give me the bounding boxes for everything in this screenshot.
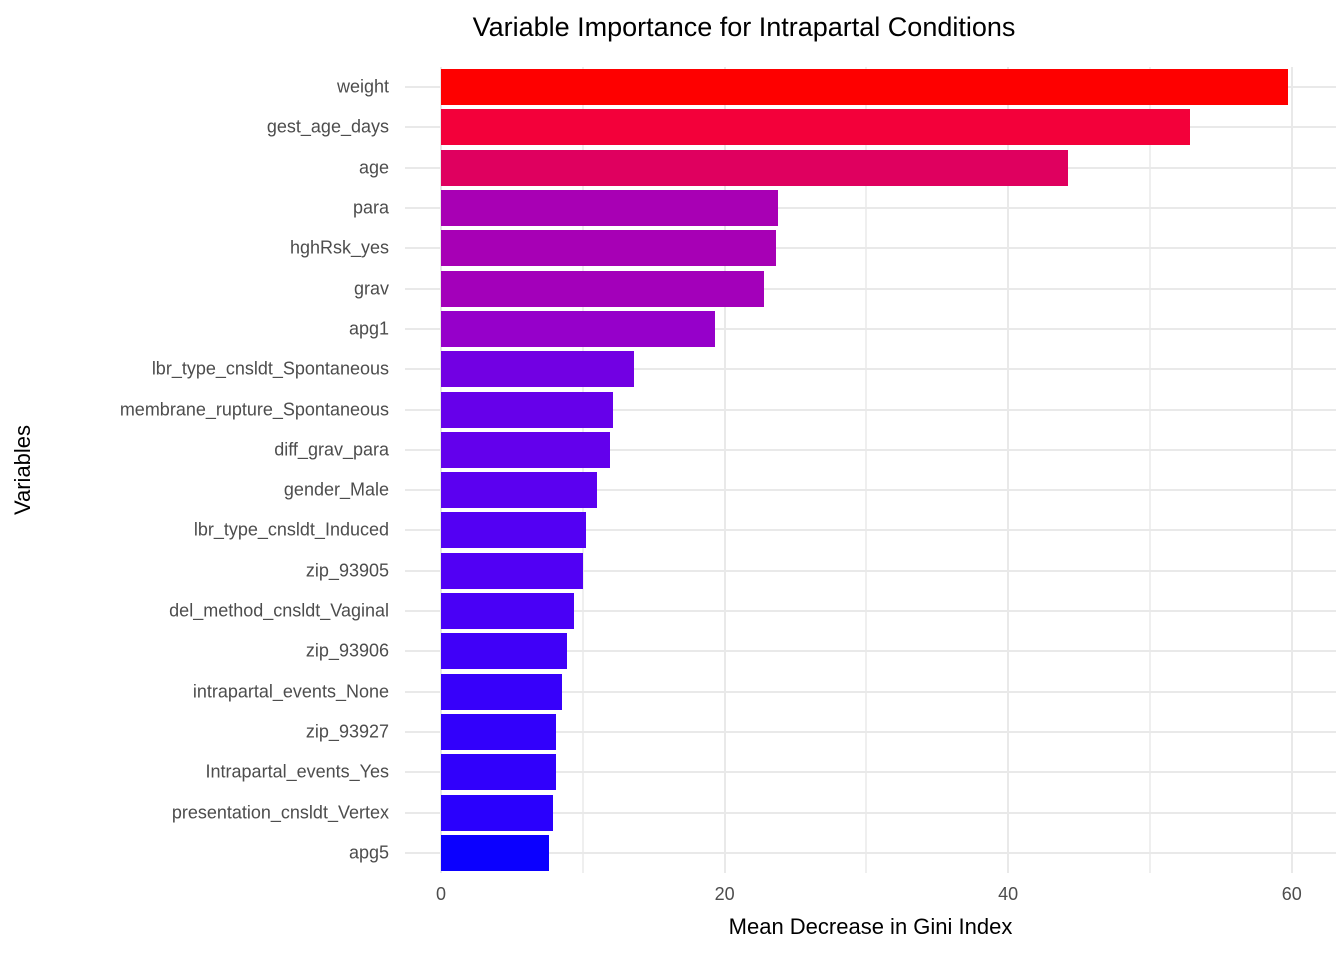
y-axis-title: Variables [10, 424, 35, 516]
y-axis-label: gender_Male [283, 479, 389, 500]
x-tick-label: 60 [1281, 884, 1302, 904]
y-axis-label: hghRsk_yes [289, 237, 389, 258]
row-gridline [405, 408, 1336, 411]
y-axis-label: zip_93927 [305, 721, 389, 742]
major-gridline [440, 67, 442, 873]
bar [441, 230, 776, 267]
bar [441, 351, 634, 388]
major-gridline [1007, 67, 1010, 873]
row-gridline [405, 771, 1336, 774]
minor-gridline [581, 67, 584, 873]
chart-title: Variable Importance for Intrapartal Cond… [472, 12, 1016, 42]
bar [441, 552, 583, 589]
bar [441, 431, 610, 468]
bar [441, 713, 556, 750]
y-axis-label: gest_age_days [266, 116, 389, 137]
x-tick-label: 40 [998, 884, 1019, 904]
row-gridline [405, 207, 1336, 210]
bar [441, 472, 597, 509]
y-axis-label: age [358, 157, 389, 178]
y-axis-label: weight [336, 76, 389, 97]
row-gridline [405, 811, 1336, 814]
y-axis-label: membrane_rupture_Spontaneous [119, 399, 389, 420]
bar [441, 149, 1068, 186]
bar [441, 391, 613, 428]
bar [441, 512, 586, 549]
row-gridline [405, 690, 1336, 693]
bar [441, 310, 715, 347]
x-tick-label: 20 [714, 884, 735, 904]
x-axis-title: Mean Decrease in Gini Index [728, 914, 1013, 939]
x-tick-label: 0 [435, 884, 447, 904]
row-gridline [405, 247, 1336, 250]
y-axis-label: intrapartal_events_None [192, 681, 389, 702]
y-axis-label: zip_93905 [305, 560, 389, 581]
row-gridline [405, 448, 1336, 451]
row-gridline [405, 489, 1336, 492]
row-gridline [405, 368, 1336, 371]
y-axis-label: diff_grav_para [274, 439, 389, 460]
bar [441, 794, 554, 831]
bar [441, 633, 568, 670]
row-gridline [405, 650, 1336, 653]
row-gridline [405, 569, 1336, 572]
y-axis-label: Intrapartal_events_Yes [205, 761, 389, 782]
row-gridline [405, 610, 1336, 613]
minor-gridline [865, 67, 868, 873]
y-axis-label: presentation_cnsldt_Vertex [171, 802, 389, 823]
y-axis-label: apg1 [348, 318, 389, 339]
minor-gridline [1149, 67, 1151, 873]
bar [441, 754, 556, 791]
y-axis-label: zip_93906 [305, 640, 389, 661]
y-axis-label: lbr_type_cnsldt_Spontaneous [151, 358, 389, 379]
y-axis-label: apg5 [348, 842, 389, 863]
major-gridline [723, 67, 726, 873]
row-gridline [405, 327, 1336, 330]
bar [441, 69, 1288, 106]
plot-panel [405, 67, 1336, 873]
bar [441, 270, 765, 307]
bar [441, 834, 549, 871]
bar [441, 109, 1190, 146]
bar [441, 190, 779, 227]
y-axis-label: para [352, 197, 389, 218]
bar [441, 593, 575, 630]
row-gridline [405, 287, 1336, 290]
bar [441, 673, 562, 710]
major-gridline [1290, 67, 1293, 873]
row-gridline [405, 730, 1336, 733]
row-gridline [405, 529, 1336, 532]
y-axis-label: lbr_type_cnsldt_Induced [193, 519, 389, 540]
y-axis-label: grav [353, 278, 389, 299]
y-axis-label: del_method_cnsldt_Vaginal [169, 600, 389, 621]
y-axis-title-wrap: Variables [0, 67, 46, 873]
row-gridline [405, 851, 1336, 854]
